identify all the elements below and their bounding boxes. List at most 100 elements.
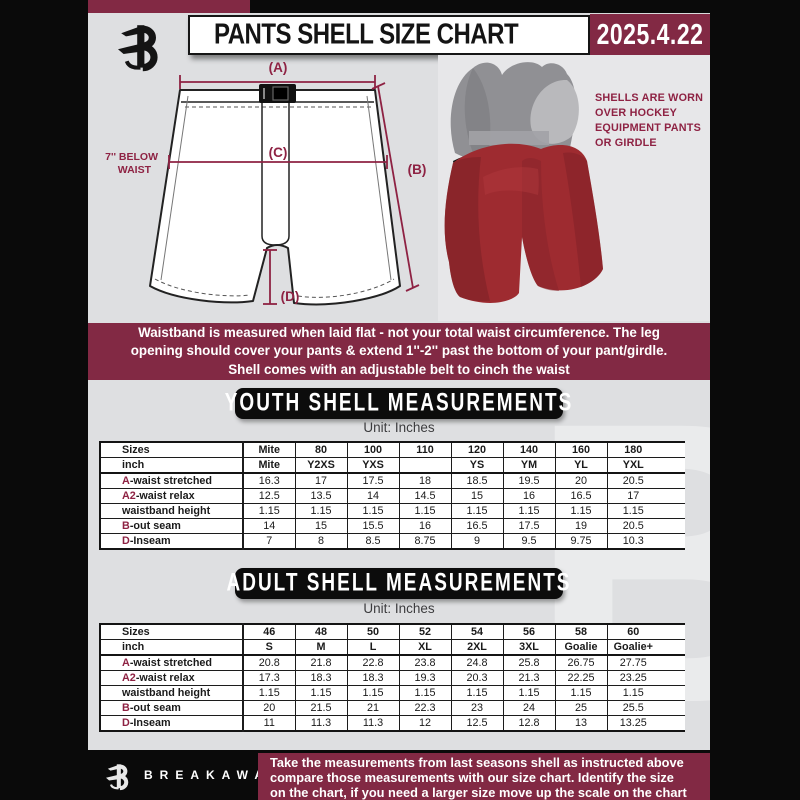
value-cell: 22.8 [346, 654, 400, 671]
value-cell: 23 [450, 700, 504, 716]
value-cell: S [242, 639, 296, 656]
value-cell: 18 [398, 472, 452, 489]
value-cell: 11.3 [294, 715, 348, 732]
value-cell: 20.5 [606, 518, 685, 534]
label-d: (D) [281, 289, 300, 304]
value-cell: 13.25 [606, 715, 685, 732]
value-cell: 2XL [450, 639, 504, 656]
row-label: waistband height [99, 503, 244, 519]
value-cell: Goalie [554, 639, 608, 656]
value-cell: 15.5 [346, 518, 400, 534]
value-cell: 1.15 [398, 503, 452, 519]
info-line: Shell comes with an adjustable belt to c… [228, 361, 570, 377]
value-cell: 24.8 [450, 654, 504, 671]
value-cell: 18.5 [450, 472, 504, 489]
date-badge: 2025.4.22 [590, 14, 710, 55]
footer-line: Take the measurements from last seasons … [270, 755, 684, 770]
title-bar: PANTS SHELL SIZE CHART [188, 15, 590, 55]
shorts-outline [149, 89, 401, 306]
value-cell: 22.25 [554, 670, 608, 686]
value-cell: 9.75 [554, 533, 608, 550]
adult-banner-text: ADULT SHELL MEASUREMENTS [226, 568, 572, 597]
page: B PANTS SHELL SIZE CHART 2025.4.22 [88, 13, 710, 750]
value-cell: 48 [294, 623, 348, 640]
value-cell: YXL [606, 457, 685, 474]
value-cell: 17.5 [346, 472, 400, 489]
below-waist-note-line1: 7'' BELOW [105, 151, 158, 163]
value-cell: 16.5 [450, 518, 504, 534]
row-label: B-out seam [99, 700, 244, 716]
value-cell: YS [450, 457, 504, 474]
value-cell: XL [398, 639, 452, 656]
value-cell: 23.25 [606, 670, 685, 686]
value-cell: YXS [346, 457, 400, 474]
table-row: A2-waist relax 17.3 18.3 18.3 19.3 20.3 21.3 22… [99, 670, 685, 686]
value-cell: 1.15 [450, 685, 504, 701]
value-cell: 21 [346, 700, 400, 716]
measure-d-arrow [263, 249, 277, 305]
breakaway-footer-logo-icon [106, 764, 129, 791]
value-cell: 21.8 [294, 654, 348, 671]
value-cell: 22.3 [398, 700, 452, 716]
table-row: D-Inseam 11 11.3 11.3 12 12.5 12.8 13 13.25 [99, 715, 685, 732]
row-label: A-waist stretched [99, 472, 244, 489]
value-cell: 20.8 [242, 654, 296, 671]
value-cell: 21.3 [502, 670, 556, 686]
row-label: D-Inseam [99, 715, 244, 732]
row-label: B-out seam [99, 518, 244, 534]
value-cell: 20.5 [606, 472, 685, 489]
value-cell: 140 [502, 441, 556, 458]
value-cell: 120 [450, 441, 504, 458]
value-cell: 1.15 [242, 685, 296, 701]
label-a: (A) [269, 60, 288, 75]
row-label: A-waist stretched [99, 654, 244, 671]
adult-section-banner: ADULT SHELL MEASUREMENTS [227, 568, 569, 599]
value-cell: 1.15 [450, 503, 504, 519]
value-cell: 19.5 [502, 472, 556, 489]
value-cell: 19 [554, 518, 608, 534]
footer-line: on the chart, if you need a larger size … [270, 784, 687, 800]
value-cell: 1.15 [502, 503, 556, 519]
below-waist-note-line2: WAIST [118, 164, 152, 176]
value-cell: 23.8 [398, 654, 452, 671]
table-row: inch Mite Y2XS YXS YS YM YL YXL [99, 457, 685, 474]
value-cell: 14 [242, 518, 296, 534]
table-row: waistband height 1.15 1.15 1.15 1.15 1.15 1.15… [99, 685, 685, 701]
table-row: A-waist stretched 16.3 17 17.5 18 18.5 19.5 20 2… [99, 472, 685, 489]
youth-measurements-table: Sizes Mite 80 100 110 120 140 160 180 inch Mite Y2X… [99, 441, 685, 550]
value-cell: 16 [502, 488, 556, 504]
value-cell: 1.15 [294, 503, 348, 519]
value-cell: 3XL [502, 639, 556, 656]
table-row: waistband height 1.15 1.15 1.15 1.15 1.15 1.15… [99, 503, 685, 519]
value-cell: 46 [242, 623, 296, 640]
value-cell: 10.3 [606, 533, 685, 550]
value-cell: 100 [346, 441, 400, 458]
value-cell: 56 [502, 623, 556, 640]
value-cell: 1.15 [398, 685, 452, 701]
value-cell: 160 [554, 441, 608, 458]
value-cell: 180 [606, 441, 685, 458]
table-row: B-out seam 20 21.5 21 22.3 23 24 25 25.5 [99, 700, 685, 716]
row-label: waistband height [99, 685, 244, 701]
value-cell: 8 [294, 533, 348, 550]
hockey-shell-photo [444, 62, 603, 303]
value-cell: 16.5 [554, 488, 608, 504]
date-text: 2025.4.22 [596, 17, 704, 51]
value-cell: 21.5 [294, 700, 348, 716]
value-cell: 27.75 [606, 654, 685, 671]
row-label: inch [99, 639, 244, 656]
value-cell: Mite [242, 441, 296, 458]
info-line: opening should cover your pants & extend… [130, 343, 668, 359]
value-cell: 13 [554, 715, 608, 732]
value-cell: 12.8 [502, 715, 556, 732]
value-cell: Mite [242, 457, 296, 474]
value-cell: 20 [554, 472, 608, 489]
value-cell: 1.15 [294, 685, 348, 701]
value-cell: 17.5 [502, 518, 556, 534]
adult-unit-label: Unit: Inches [363, 601, 435, 616]
value-cell: 25 [554, 700, 608, 716]
value-cell: 1.15 [502, 685, 556, 701]
page-title: PANTS SHELL SIZE CHART [214, 18, 519, 51]
value-cell: YL [554, 457, 608, 474]
